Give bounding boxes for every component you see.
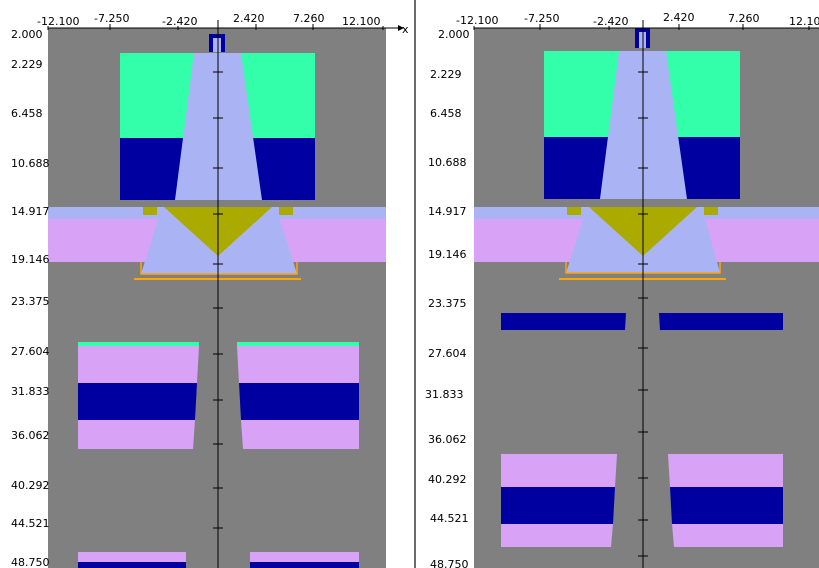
left-navy-bar [501, 313, 626, 330]
panel-divider[interactable] [414, 0, 416, 568]
x-tick-label: 7.260 [293, 12, 325, 25]
x-axis-label: x [402, 23, 409, 36]
right-stack-pink-bottom [241, 420, 359, 449]
y-tick-label: 14.917 [11, 205, 50, 218]
olive-pad-left [567, 207, 581, 215]
right-stack-navy [239, 383, 359, 420]
olive-pad-right [704, 207, 718, 215]
olive-pad-right [279, 207, 293, 215]
y-tick-label: 27.604 [428, 347, 467, 360]
right-stack-pink-top [668, 454, 783, 487]
y-tick-label: 23.375 [428, 297, 467, 310]
left-cross-section-view[interactable]: x -12.100 -7.250 -2.420 2.420 7.260 12.1… [0, 0, 410, 568]
right-cross-section-view[interactable]: -12.100 -7.250 -2.420 2.420 7.260 12.10 … [417, 0, 819, 568]
bottom-right-navy [250, 562, 359, 568]
x-tick-label: 2.420 [663, 11, 695, 24]
orange-outline [140, 262, 298, 275]
top-contact-inner [213, 38, 221, 52]
y-tick-label: 19.146 [428, 248, 467, 261]
left-stack-pink-top [78, 346, 199, 383]
y-tick-label: 44.521 [430, 512, 469, 525]
y-tick-label: 6.458 [430, 107, 462, 120]
left-stack-cyan-strip [78, 342, 199, 346]
vertical-axis-ticks [638, 71, 648, 557]
x-tick-label: -7.250 [524, 12, 559, 25]
right-stack-cyan-strip [237, 342, 359, 346]
bottom-right-pink [250, 552, 359, 562]
x-tick-label: 12.10 [789, 15, 819, 28]
left-stack-pink-top [501, 454, 617, 487]
y-tick-label: 2.000 [11, 28, 43, 41]
x-axis-ticks [47, 24, 384, 30]
x-tick-label: 12.100 [342, 15, 381, 28]
right-stack-pink-top [237, 346, 359, 383]
y-tick-label: 6.458 [11, 107, 43, 120]
x-tick-label: -12.100 [456, 14, 498, 27]
y-tick-label: 2.000 [438, 28, 470, 41]
olive-pad-left [143, 207, 157, 215]
right-navy-bar [659, 313, 783, 330]
y-tick-label: 31.833 [11, 385, 50, 398]
y-tick-label: 23.375 [11, 295, 50, 308]
y-tick-label: 31.833 [425, 388, 464, 401]
bottom-left-pink [78, 552, 186, 562]
y-tick-label: 2.229 [430, 68, 462, 81]
left-stack-navy [501, 487, 615, 524]
y-tick-label: 48.750 [11, 556, 50, 568]
x-tick-label: -2.420 [162, 15, 197, 28]
x-axis-arrow [398, 25, 404, 31]
y-tick-label: 40.292 [11, 479, 50, 492]
x-tick-label: 2.420 [233, 12, 265, 25]
vertical-axis-ticks [213, 71, 223, 529]
left-stack-pink-bottom [501, 524, 613, 547]
y-tick-label: 40.292 [428, 473, 467, 486]
x-tick-label: -12.100 [37, 15, 79, 28]
y-tick-label: 36.062 [11, 429, 50, 442]
y-tick-label: 19.146 [11, 253, 50, 266]
x-tick-label: -7.250 [94, 12, 129, 25]
left-stack-pink-bottom [78, 420, 195, 449]
y-tick-label: 10.688 [428, 156, 467, 169]
y-tick-label: 27.604 [11, 345, 50, 358]
right-stack-navy [670, 487, 783, 524]
y-tick-label: 36.062 [428, 433, 467, 446]
bottom-left-navy [78, 562, 186, 568]
y-tick-label: 10.688 [11, 157, 50, 170]
y-tick-label: 44.521 [11, 517, 50, 530]
x-tick-label: 7.260 [728, 12, 760, 25]
x-tick-label: -2.420 [593, 15, 628, 28]
y-tick-label: 48.750 [430, 558, 469, 568]
left-stack-navy [78, 383, 197, 420]
right-stack-pink-bottom [672, 524, 783, 547]
y-tick-label: 2.229 [11, 58, 43, 71]
y-tick-label: 14.917 [428, 205, 467, 218]
x-axis-ticks [473, 24, 810, 30]
